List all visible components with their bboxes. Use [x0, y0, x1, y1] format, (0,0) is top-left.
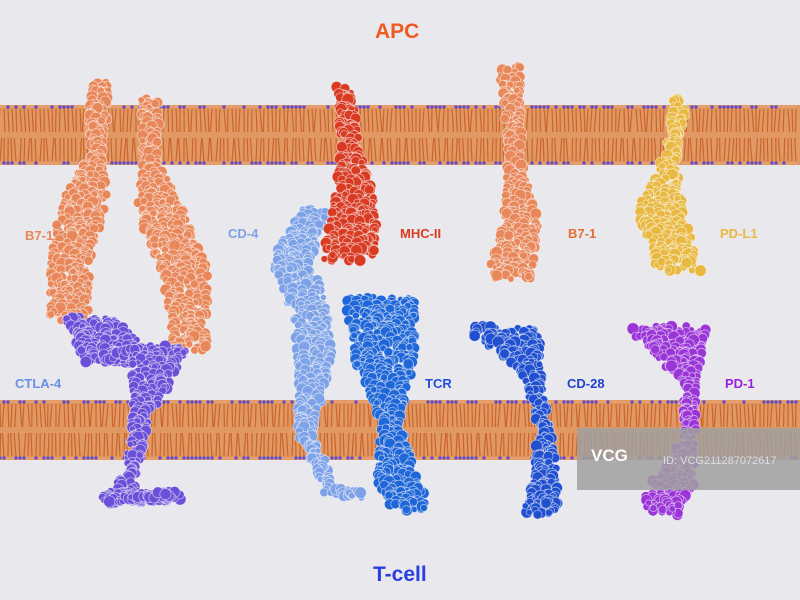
pdl1-label: PD-L1 — [720, 226, 758, 241]
watermark-logo: VCG — [591, 446, 628, 465]
watermark-id: ID: VCG211287072617 — [663, 455, 777, 467]
b7-1-left-label: B7-1 — [25, 228, 54, 243]
b7-1-left-a — [45, 77, 114, 327]
tcell-label: T-cell — [373, 563, 427, 586]
ctla4 — [61, 311, 190, 510]
tcr-label: TCR — [425, 376, 452, 391]
pd1-label: PD-1 — [725, 376, 755, 391]
cd28-label: CD-28 — [567, 376, 605, 391]
tcr — [341, 292, 430, 517]
cd28 — [468, 320, 564, 520]
b7-1-right-label: B7-1 — [568, 226, 597, 241]
apc-label: APC — [375, 20, 420, 43]
cd4 — [269, 204, 367, 503]
b7-1-left-b — [132, 93, 213, 356]
ctla4-label: CTLA-4 — [15, 376, 62, 391]
cd4-label: CD-4 — [228, 226, 259, 241]
pdl1 — [634, 93, 707, 277]
mhc2-label: MHC-II — [400, 226, 442, 241]
proteins — [45, 61, 712, 521]
b7-1-right — [485, 61, 543, 284]
watermark: VCG ID: VCG211287072617 — [577, 428, 800, 490]
mhc2 — [319, 80, 382, 267]
